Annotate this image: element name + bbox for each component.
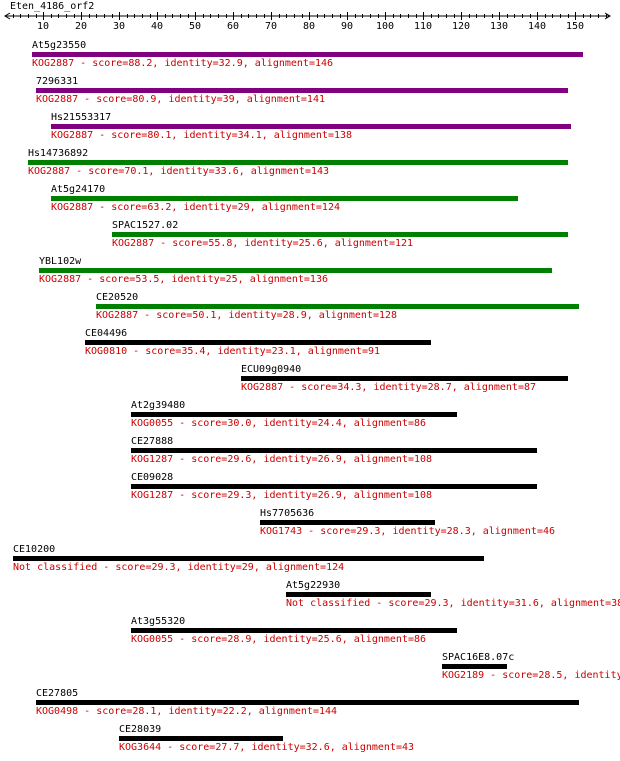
hit-bar[interactable]: [119, 736, 283, 741]
axis-tick-label: 50: [188, 21, 202, 32]
hit-name[interactable]: CE10200: [13, 544, 56, 555]
hit-bar[interactable]: [28, 160, 568, 165]
hit-bar[interactable]: [39, 268, 552, 273]
axis-tick-label: 120: [451, 21, 471, 32]
hit-name[interactable]: SPAC16E8.07c: [442, 652, 515, 663]
hit-name[interactable]: CE04496: [85, 328, 128, 339]
hit-description[interactable]: KOG2887 - score=55.8, identity=25.6, ali…: [112, 238, 414, 249]
hit-bar[interactable]: [131, 448, 537, 453]
hit-name[interactable]: At5g22930: [286, 580, 341, 591]
axis-tick-label: 10: [36, 21, 50, 32]
hit-description[interactable]: Not classified - score=29.3, identity=29…: [13, 562, 345, 573]
hit-description[interactable]: KOG2887 - score=88.2, identity=32.9, ali…: [32, 58, 334, 69]
hit-bar[interactable]: [96, 304, 579, 309]
axis-tick-label: 90: [340, 21, 354, 32]
hit-name[interactable]: CE09028: [131, 472, 174, 483]
axis-tick-label: 140: [527, 21, 547, 32]
sequence-axis: [4, 12, 611, 20]
axis-tick-label: 70: [264, 21, 278, 32]
hit-bar[interactable]: [32, 52, 583, 57]
hit-bar[interactable]: [131, 412, 457, 417]
hit-bar[interactable]: [442, 664, 507, 669]
hit-description[interactable]: Not classified - score=29.3, identity=31…: [286, 598, 620, 609]
hit-name[interactable]: YBL102w: [39, 256, 82, 267]
hit-bar[interactable]: [286, 592, 431, 597]
hit-name[interactable]: At5g23550: [32, 40, 87, 51]
hit-description[interactable]: KOG2887 - score=34.3, identity=28.7, ali…: [241, 382, 537, 393]
hit-name[interactable]: Hs21553317: [51, 112, 112, 123]
hit-description[interactable]: KOG2887 - score=70.1, identity=33.6, ali…: [28, 166, 330, 177]
hit-description[interactable]: KOG2189 - score=28.5, identity: [442, 670, 620, 681]
hit-name[interactable]: At5g24170: [51, 184, 106, 195]
hit-description[interactable]: KOG1287 - score=29.3, identity=26.9, ali…: [131, 490, 433, 501]
axis-tick-label: 40: [150, 21, 164, 32]
hit-name[interactable]: SPAC1527.02: [112, 220, 179, 231]
hit-description[interactable]: KOG0055 - score=28.9, identity=25.6, ali…: [131, 634, 427, 645]
hit-name[interactable]: At3g55320: [131, 616, 186, 627]
hit-name[interactable]: Hs7705636: [260, 508, 315, 519]
axis-tick-label: 60: [226, 21, 240, 32]
hit-bar[interactable]: [51, 196, 518, 201]
axis-tick-label: 20: [74, 21, 88, 32]
hit-name[interactable]: CE27805: [36, 688, 79, 699]
axis-tick-label: 130: [489, 21, 509, 32]
hit-bar[interactable]: [112, 232, 568, 237]
hit-description[interactable]: KOG2887 - score=63.2, identity=29, align…: [51, 202, 340, 213]
axis-tick-label: 150: [565, 21, 585, 32]
hit-name[interactable]: At2g39480: [131, 400, 186, 411]
hit-bar[interactable]: [131, 628, 457, 633]
hit-name[interactable]: CE27888: [131, 436, 174, 447]
hit-description[interactable]: KOG2887 - score=80.9, identity=39, align…: [36, 94, 325, 105]
hit-description[interactable]: KOG1743 - score=29.3, identity=28.3, ali…: [260, 526, 556, 537]
hit-bar[interactable]: [260, 520, 435, 525]
hit-description[interactable]: KOG0498 - score=28.1, identity=22.2, ali…: [36, 706, 338, 717]
hit-bar[interactable]: [131, 484, 537, 489]
hit-bar[interactable]: [51, 124, 571, 129]
hit-bar[interactable]: [36, 88, 568, 93]
hit-name[interactable]: ECU09g0940: [241, 364, 302, 375]
hit-description[interactable]: KOG2887 - score=80.1, identity=34.1, ali…: [51, 130, 353, 141]
hit-name[interactable]: CE28039: [119, 724, 162, 735]
axis-tick-label: 110: [413, 21, 433, 32]
hit-name[interactable]: 7296331: [36, 76, 79, 87]
hit-bar[interactable]: [85, 340, 431, 345]
axis-tick-label: 30: [112, 21, 126, 32]
hit-bar[interactable]: [36, 700, 579, 705]
axis-tick-label: 100: [375, 21, 395, 32]
axis-tick-label: 80: [302, 21, 316, 32]
hit-bar[interactable]: [13, 556, 484, 561]
hit-name[interactable]: Hs14736892: [28, 148, 89, 159]
hit-description[interactable]: KOG2887 - score=50.1, identity=28.9, ali…: [96, 310, 398, 321]
hit-description[interactable]: KOG0055 - score=30.0, identity=24.4, ali…: [131, 418, 427, 429]
hit-description[interactable]: KOG2887 - score=53.5, identity=25, align…: [39, 274, 328, 285]
hit-description[interactable]: KOG1287 - score=29.6, identity=26.9, ali…: [131, 454, 433, 465]
axis-arrow-left: [4, 12, 11, 20]
hit-name[interactable]: CE20520: [96, 292, 139, 303]
hit-bar[interactable]: [241, 376, 568, 381]
query-title: Eten_4186_orf2: [10, 1, 95, 12]
hit-description[interactable]: KOG0810 - score=35.4, identity=23.1, ali…: [85, 346, 381, 357]
hit-description[interactable]: KOG3644 - score=27.7, identity=32.6, ali…: [119, 742, 415, 753]
